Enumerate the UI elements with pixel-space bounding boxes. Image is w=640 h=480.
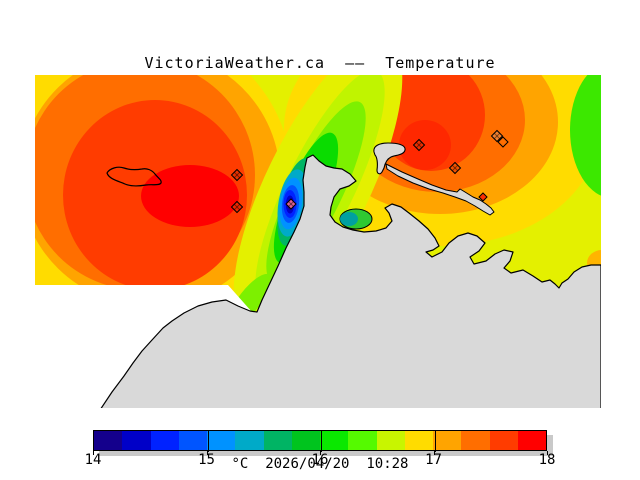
colorbar-segment xyxy=(404,431,433,450)
station-marker-hatch xyxy=(416,142,422,148)
colorbar-tick-line xyxy=(207,431,209,452)
no-data-region xyxy=(35,285,252,408)
station-marker xyxy=(412,138,426,152)
colorbar-segment xyxy=(263,431,292,450)
contour-band xyxy=(570,75,601,196)
station-marker xyxy=(448,161,462,175)
colorbar-tick-line xyxy=(434,431,436,452)
page-title: VictoriaWeather.ca —— Temperature xyxy=(144,54,496,72)
colorbar-segment xyxy=(122,431,151,450)
spit xyxy=(385,163,495,216)
colorbar-tick-label: 18 xyxy=(538,452,556,468)
colorbar-segment xyxy=(517,431,546,450)
colorbar-tick-label: 15 xyxy=(198,452,215,468)
colorbar-tick-line xyxy=(321,431,322,452)
colorbar-segment xyxy=(348,431,377,450)
station-markers xyxy=(230,129,509,214)
lagoon-cool-center xyxy=(340,212,358,226)
colorbar-segment xyxy=(94,431,123,450)
colorbar-tick xyxy=(547,451,548,455)
station-marker-hatch xyxy=(452,165,458,171)
island xyxy=(373,142,406,175)
station-marker xyxy=(285,198,297,210)
colorbar-tick xyxy=(206,451,208,455)
station-marker-hatch xyxy=(452,165,458,171)
colorbar-tick-label: 17 xyxy=(425,452,442,468)
colorbar-tick-label: 16 xyxy=(311,452,329,468)
colorbar-segment xyxy=(207,431,236,450)
station-marker-hatch xyxy=(234,172,240,178)
contour-band-warm-core xyxy=(141,165,239,227)
colorbar-segment xyxy=(461,431,490,450)
island-outline xyxy=(106,166,162,187)
colorbar-tick xyxy=(433,451,435,455)
colorbar-segment xyxy=(376,431,405,450)
station-marker-hatch xyxy=(494,133,500,139)
colorbar xyxy=(93,430,547,452)
station-marker xyxy=(230,168,244,182)
station-marker-hatch xyxy=(288,201,294,207)
mainland xyxy=(100,154,601,408)
station-marker-hatch xyxy=(416,142,422,148)
station-marker-hatch xyxy=(234,172,240,178)
station-marker-hatch xyxy=(494,133,500,139)
colorbar-segment xyxy=(178,431,207,450)
station-marker xyxy=(490,129,504,143)
station-marker-hatch xyxy=(234,204,240,210)
station-marker xyxy=(478,192,488,202)
colorbar-segment xyxy=(235,431,264,450)
coast-and-land xyxy=(35,142,601,408)
station-marker xyxy=(497,136,509,148)
colorbar-tick xyxy=(93,451,94,455)
colorbar-segment xyxy=(433,431,462,450)
station-marker-hatch xyxy=(288,201,294,207)
station-marker-hatch xyxy=(234,204,240,210)
colorbar-segment xyxy=(291,431,320,450)
colorbar-tick xyxy=(320,451,321,455)
colorbar-segment xyxy=(320,431,349,450)
colorbar-caption: °C 2026/04/20 10:28 xyxy=(231,456,409,472)
colorbar-segment xyxy=(150,431,179,450)
colorbar-tick-label: 14 xyxy=(84,452,102,468)
colorbar-segment xyxy=(489,431,518,450)
station-marker xyxy=(230,200,244,214)
temperature-field xyxy=(35,75,601,345)
